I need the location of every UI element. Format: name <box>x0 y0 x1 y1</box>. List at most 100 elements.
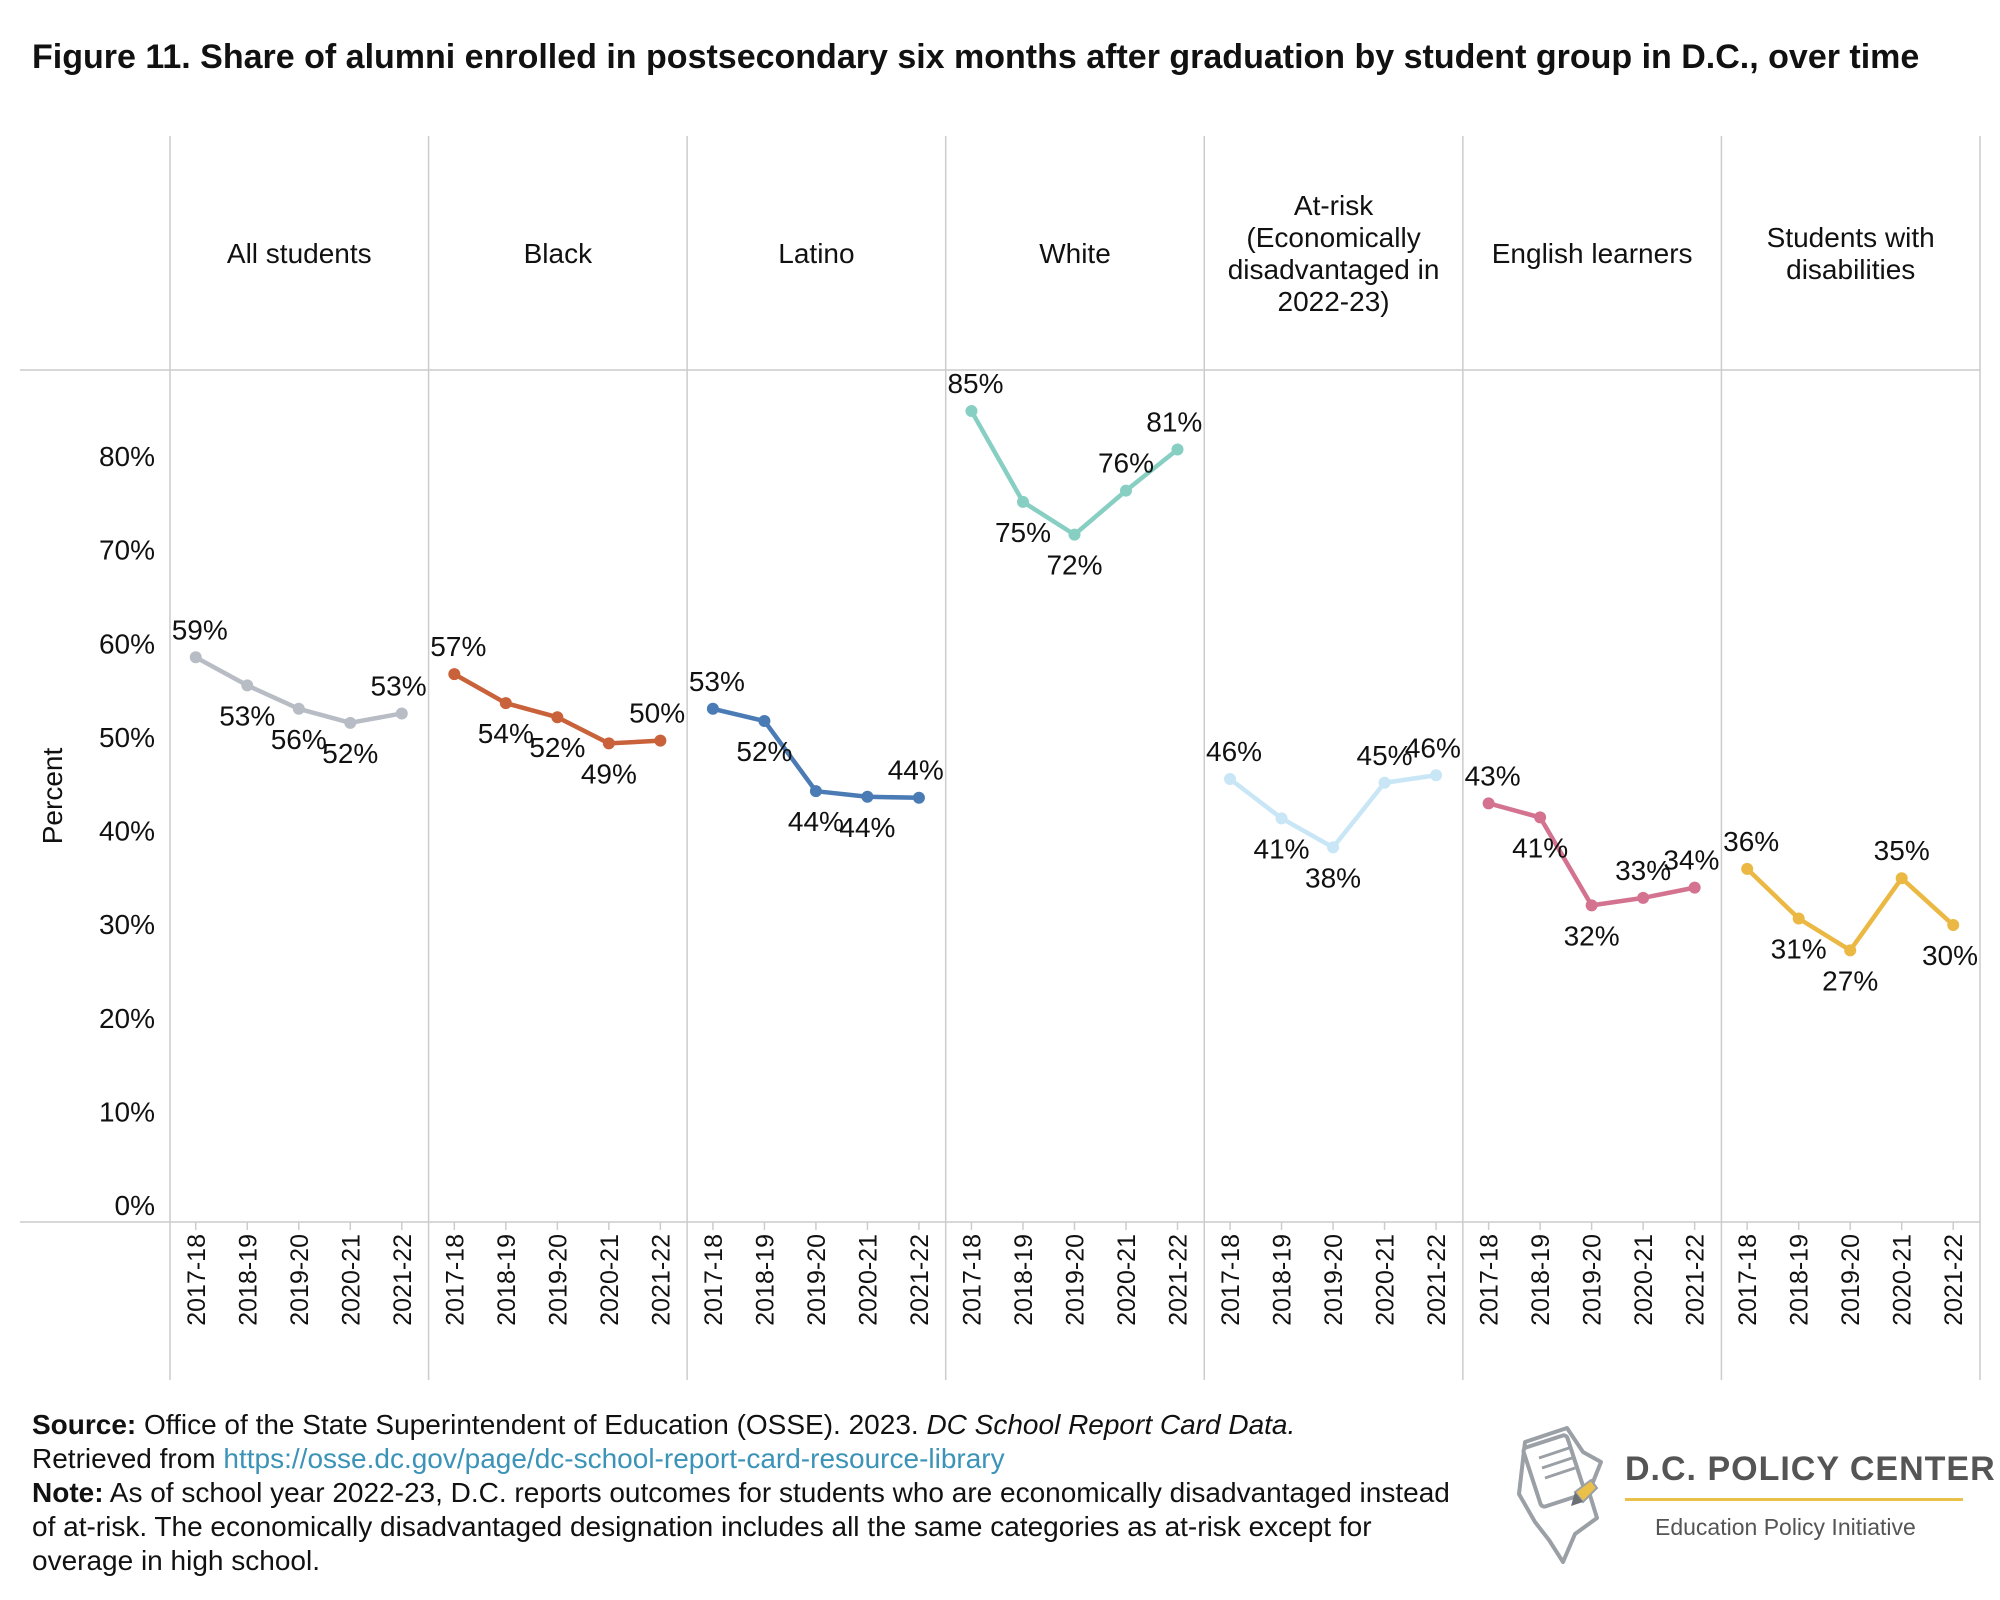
retrieved-line: Retrieved from https://osse.dc.gov/page/… <box>32 1442 1472 1476</box>
data-label: 46% <box>1206 736 1262 767</box>
y-tick-label: 20% <box>99 1003 155 1034</box>
x-tick-label: 2017-18 <box>1476 1234 1504 1326</box>
note-label: Note: <box>32 1477 104 1508</box>
logo-tagline: Education Policy Initiative <box>1655 1514 1916 1540</box>
x-tick-label: 2017-18 <box>700 1234 728 1326</box>
source-link[interactable]: https://osse.dc.gov/page/dc-school-repor… <box>223 1443 1005 1474</box>
data-point <box>1947 919 1960 932</box>
chart-area: All students Black Latino White At-risk (Econ… <box>20 136 1981 1380</box>
y-axis-title: Percent <box>37 748 68 845</box>
data-label: 43% <box>1465 760 1521 791</box>
data-point <box>602 737 615 750</box>
panel-label: White <box>1039 238 1111 269</box>
data-point <box>861 790 874 803</box>
source-text: Office of the State Superintendent of Ed… <box>136 1409 927 1440</box>
data-point <box>344 716 357 729</box>
retrieved-text: Retrieved from <box>32 1443 224 1474</box>
data-label: 36% <box>1723 826 1779 857</box>
x-tick-label: 2021-22 <box>647 1234 675 1326</box>
data-label: 41% <box>1512 832 1568 863</box>
data-point <box>1534 811 1547 824</box>
x-tick-label: 2019-20 <box>286 1234 314 1326</box>
x-tick-label: 2021-22 <box>389 1234 417 1326</box>
x-tick-label: 2018-19 <box>1010 1234 1038 1326</box>
data-point <box>1741 862 1754 875</box>
data-label: 53% <box>219 700 275 731</box>
series-students-with-disabilities: 36% 31%27% 35% 30% <box>1723 826 1978 996</box>
data-label: 85% <box>947 368 1003 399</box>
data-point <box>1224 773 1237 786</box>
y-axis: 0% 10% 20% 30% 40% 50% 60% 70% 80% Percent <box>37 441 155 1221</box>
x-tick-label: 2020-21 <box>1889 1234 1917 1326</box>
data-point <box>706 702 719 715</box>
x-tick-label: 2021-22 <box>906 1234 934 1326</box>
data-label: 49% <box>581 758 637 789</box>
x-tick-label: 2020-21 <box>337 1234 365 1326</box>
data-label: 57% <box>430 631 486 662</box>
data-point <box>1688 881 1701 894</box>
data-point <box>292 702 305 715</box>
data-point <box>499 697 512 710</box>
data-label: 34% <box>1663 845 1719 876</box>
data-label: 56% <box>271 724 327 755</box>
data-label: 53% <box>371 670 427 701</box>
data-point <box>551 711 564 724</box>
data-label: 50% <box>629 698 685 729</box>
data-label: 52% <box>529 732 585 763</box>
x-tick-label: 2017-18 <box>1734 1234 1762 1326</box>
panel-label: Latino <box>778 238 854 269</box>
data-point <box>1430 769 1443 782</box>
note: Note: As of school year 2022-23, D.C. re… <box>32 1476 1472 1578</box>
data-point <box>1068 528 1081 541</box>
data-point <box>654 734 667 747</box>
panel-label: At-risk (Economically disadvantaged in 2022… <box>1228 190 1440 317</box>
chart-title: Figure 11. Share of alumni enrolled in p… <box>32 38 1920 76</box>
dc-map-document-icon <box>1517 1426 1603 1564</box>
source-note: Source: Office of the State Superintende… <box>32 1408 1472 1442</box>
data-point <box>758 714 771 727</box>
data-point <box>1585 899 1598 912</box>
data-label: 52% <box>736 736 792 767</box>
data-label: 76% <box>1098 448 1154 479</box>
panel-label-line: Latino <box>778 238 854 269</box>
panel-label-line: White <box>1039 238 1111 269</box>
data-label: 54% <box>478 718 534 749</box>
x-tick-label: 2019-20 <box>1061 1234 1089 1326</box>
panel-label-line: (Economically <box>1246 222 1420 253</box>
y-tick-label: 0% <box>115 1190 155 1221</box>
chart-frame <box>20 136 1981 1380</box>
panel-label-line: Black <box>524 238 593 269</box>
data-point <box>1119 484 1132 497</box>
x-tick-label: 2019-20 <box>1837 1234 1865 1326</box>
data-label: 52% <box>322 738 378 769</box>
series-white: 85% 75%72% 76% 81% <box>947 368 1202 581</box>
data-label: 53% <box>689 666 745 697</box>
x-tick-label: 2018-19 <box>234 1234 262 1326</box>
data-label: 59% <box>172 614 228 645</box>
data-label: 44% <box>888 755 944 786</box>
y-tick-label: 80% <box>99 441 155 472</box>
data-point <box>1327 841 1340 854</box>
data-label: 33% <box>1615 855 1671 886</box>
data-point <box>241 679 254 692</box>
x-tick-label: 2017-18 <box>1217 1234 1245 1326</box>
series-layer: 59%53%56%52%53%57%54%52%49%50%53%52%44%4… <box>172 368 1978 996</box>
x-tick-label: 2019-20 <box>544 1234 572 1326</box>
series-at-risk-economically-disadvantaged-in-2022-23: 46%41%38%45%46% <box>1206 732 1461 893</box>
y-tick-label: 40% <box>99 816 155 847</box>
data-point <box>809 785 822 798</box>
data-label: 44% <box>839 812 895 843</box>
series-black: 57% 54%52%49% 50% <box>430 631 685 789</box>
y-tick-label: 70% <box>99 535 155 566</box>
data-point <box>1378 776 1391 789</box>
data-point <box>1016 495 1029 508</box>
panel-label-line: At-risk <box>1294 190 1374 221</box>
data-label: 46% <box>1405 732 1461 763</box>
series-latino: 53%52%44%44%44% <box>689 666 944 843</box>
y-tick-label: 30% <box>99 909 155 940</box>
source-label: Source: <box>32 1409 137 1440</box>
footer: Source: Office of the State Superintende… <box>32 1408 1472 1578</box>
x-tick-label: 2020-21 <box>1113 1234 1141 1326</box>
x-tick-label: 2017-18 <box>441 1234 469 1326</box>
panel-label: English learners <box>1492 238 1693 269</box>
